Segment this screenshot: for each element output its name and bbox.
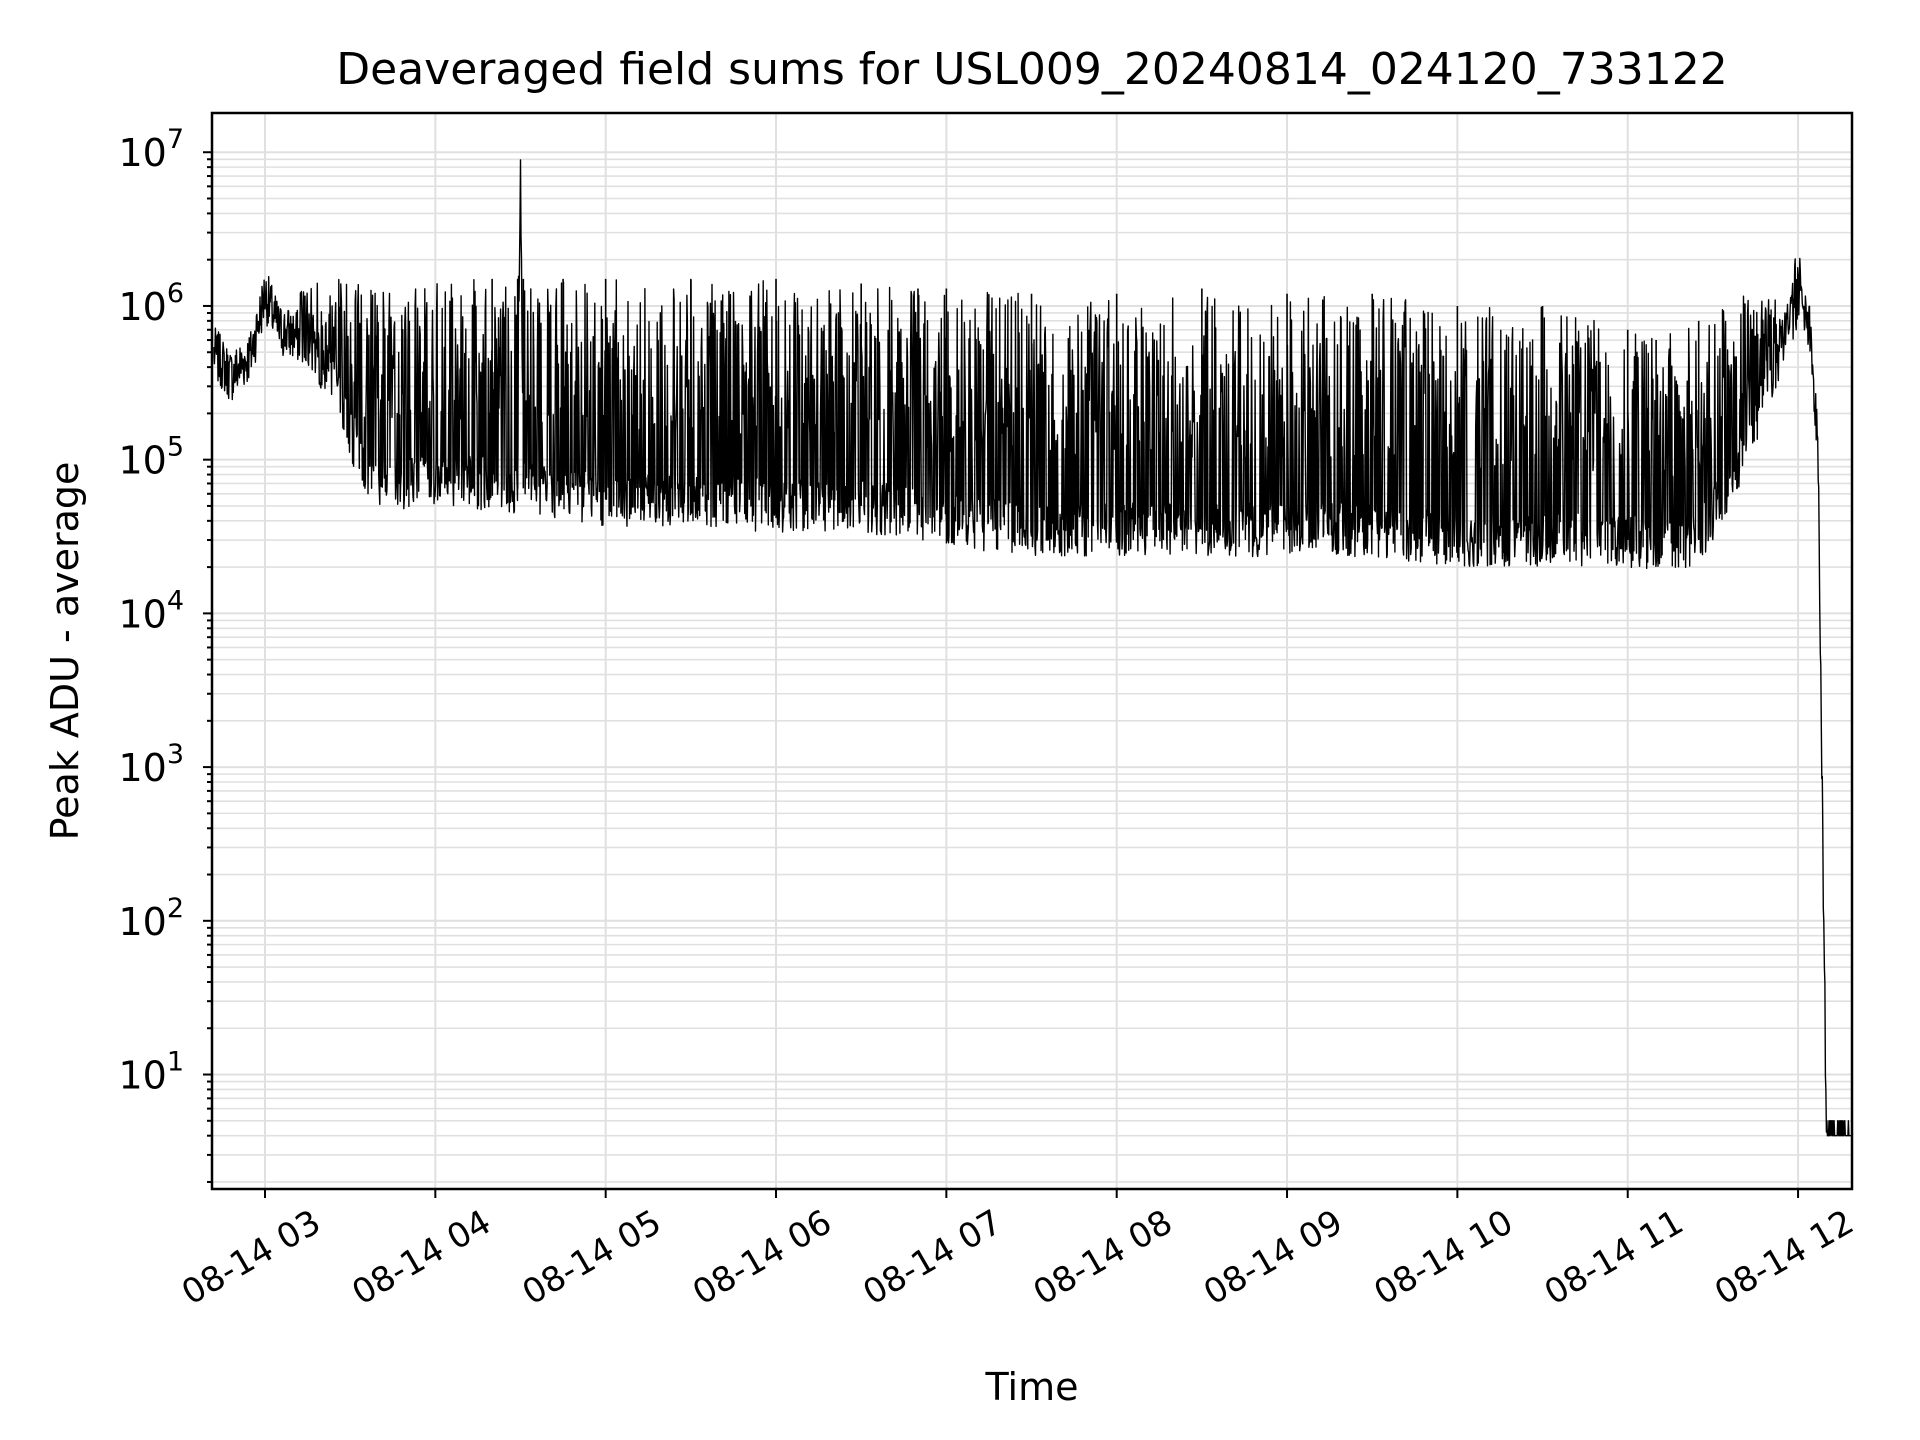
chart-title: Deaveraged field sums for USL009_2024081… <box>336 44 1728 95</box>
x-axis-label: Time <box>985 1365 1079 1409</box>
y-tick-label: 107 <box>118 124 184 175</box>
y-tick-label: 105 <box>118 432 184 483</box>
grid-layer <box>212 113 1852 1189</box>
plot-frame <box>210 111 1854 1191</box>
series-line <box>213 159 1853 1137</box>
y-axis-label: Peak ADU - average <box>43 462 87 841</box>
y-tick-label: 101 <box>118 1047 184 1098</box>
plot-layer <box>213 159 1853 1137</box>
